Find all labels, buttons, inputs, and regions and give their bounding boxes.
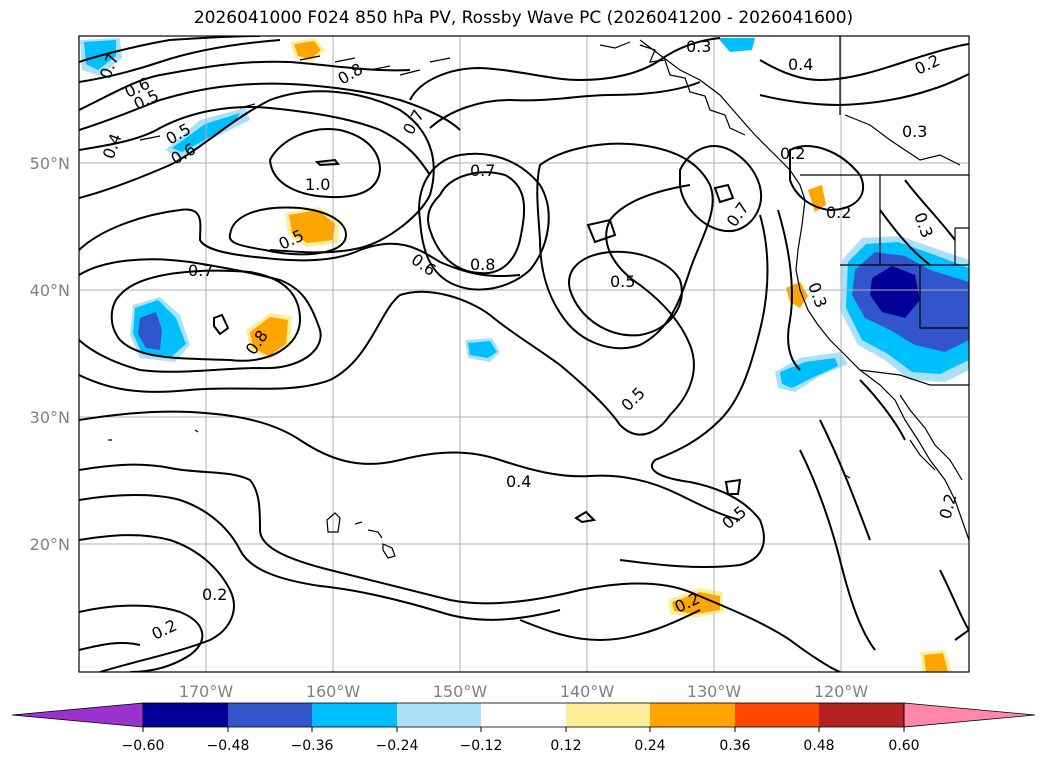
pos-anomaly-d (808, 185, 826, 212)
contour-label: 1.0 (305, 175, 330, 194)
map-frame (78, 35, 970, 673)
colorbar-segment (397, 703, 481, 727)
lon-label: 120°W (814, 682, 869, 701)
pos-anomaly-g-core (924, 653, 948, 672)
pos-anomaly-f-core (672, 592, 720, 614)
contour-label: 0.7 (470, 161, 495, 180)
contour-label: 0.2 (826, 203, 851, 222)
colorbar-segment (143, 703, 228, 727)
pos-anomaly-a-core (289, 210, 335, 243)
longitude-labels: 170°W 160°W 150°W 140°W 130°W 120°W (179, 682, 869, 701)
shaded-anomalies (80, 38, 969, 672)
lat-label: 30°N (30, 408, 70, 427)
lon-label: 160°W (306, 682, 361, 701)
lat-label: 20°N (30, 535, 70, 554)
colorbar-tick-label: −0.48 (207, 738, 250, 754)
neg-anomaly-coast-core (780, 358, 838, 388)
colorbar-segment (228, 703, 312, 727)
contour-label: 0.3 (902, 122, 927, 141)
colorbar-tick-label: 0.60 (888, 738, 919, 754)
colorbar-extend-high (903, 702, 1036, 728)
colorbar-tick-label: −0.24 (376, 738, 419, 754)
colorbar-segment (650, 703, 735, 727)
contour-label: 0.3 (686, 37, 711, 56)
contour-label: 0.5 (610, 272, 635, 291)
neg-anomaly-west-core (138, 312, 162, 350)
lat-label: 50°N (30, 154, 70, 173)
latitude-labels: 50°N 40°N 30°N 20°N (30, 154, 70, 554)
contour-label: 0.7 (188, 261, 213, 280)
pos-anomaly-b-core (250, 317, 288, 356)
contour-label: 0.2 (202, 585, 227, 604)
neg-anomaly-small-core (468, 341, 497, 358)
colorbar-tick-label: −0.12 (460, 738, 503, 754)
colorbar-segment (312, 703, 397, 727)
colorbar-tick-label: −0.60 (122, 738, 165, 754)
map-title: 2026041000 F024 850 hPa PV, Rossby Wave … (193, 8, 854, 28)
contour-label: 0.8 (470, 255, 495, 274)
colorbar-extend-low (11, 702, 144, 728)
colorbar-segment (819, 703, 904, 727)
lat-label: 40°N (30, 281, 70, 300)
contour-label: 0.4 (788, 55, 813, 74)
pv-contours (79, 36, 969, 672)
colorbar-segment (481, 703, 566, 727)
colorbar-tick-label: −0.36 (291, 738, 334, 754)
lon-label: 140°W (560, 682, 615, 701)
colorbar-tick-label: 0.48 (803, 738, 834, 754)
colorbar: −0.60 −0.48 −0.36 −0.24 −0.12 0.12 0.24 … (11, 702, 1036, 754)
colorbar-tick-label: 0.12 (550, 738, 581, 754)
colorbar-tick-label: 0.24 (634, 738, 665, 754)
colorbar-segment (735, 703, 819, 727)
neg-anomaly-us-core (870, 266, 920, 318)
pos-anomaly-c-core (294, 41, 321, 59)
contour-label: 0.2 (780, 144, 805, 163)
contour-label: 0.4 (506, 472, 531, 491)
colorbar-segment (566, 703, 650, 727)
lon-label: 150°W (433, 682, 488, 701)
lon-label: 170°W (179, 682, 234, 701)
lon-label: 130°W (687, 682, 742, 701)
map-area (79, 36, 969, 672)
coastlines (108, 36, 969, 559)
neg-anomaly-ne (718, 38, 755, 52)
colorbar-tick-label: 0.36 (719, 738, 750, 754)
